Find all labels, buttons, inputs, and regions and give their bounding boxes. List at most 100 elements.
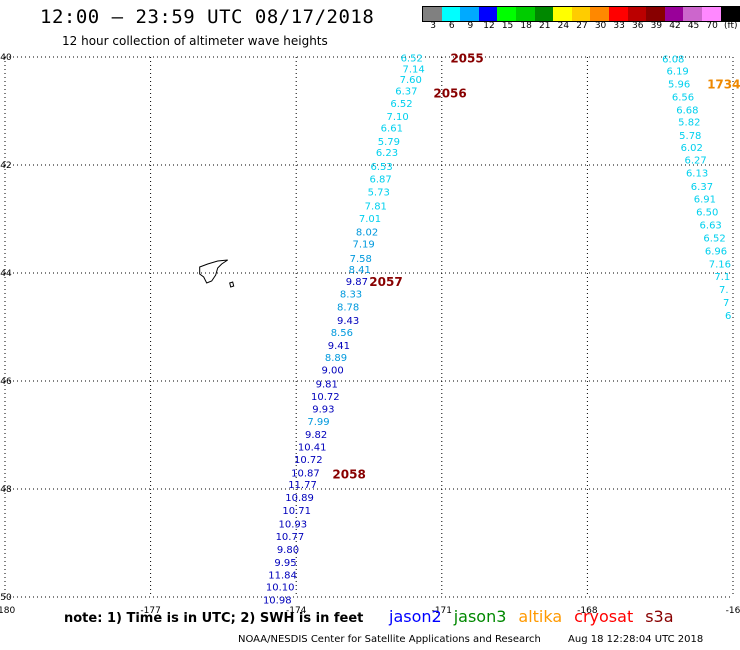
wave-height-value: 9.93	[312, 405, 334, 416]
colorbar-swatch	[534, 7, 554, 21]
colorbar-swatch	[664, 7, 684, 21]
colorbar-swatch	[515, 7, 535, 21]
latitude-tick-label: -40	[0, 53, 12, 63]
wave-height-value: 7.14	[403, 64, 425, 75]
wave-height-value: 10.72	[311, 392, 340, 403]
wave-height-value: 10.98	[263, 596, 292, 607]
wave-height-value: 7.60	[400, 75, 422, 86]
wave-height-value: 9.00	[321, 366, 343, 377]
wave-height-value: 7.01	[359, 214, 381, 225]
wave-height-value: 11.77	[288, 480, 317, 491]
colorbar-swatch	[478, 7, 498, 21]
colorbar-label: 27	[576, 21, 588, 31]
wave-height-value: 6.87	[370, 175, 392, 186]
longitude-tick-label: -174	[286, 606, 307, 616]
pass-time-label: 2057	[369, 275, 402, 289]
wave-height-value: 5.96	[668, 79, 690, 90]
colorbar-swatch	[590, 7, 609, 21]
colorbar-swatch	[571, 7, 591, 21]
wave-height-value: 6.37	[691, 182, 713, 193]
wave-height-value: 7.58	[350, 254, 372, 265]
wave-height-value: 6.08	[662, 55, 684, 66]
wave-height-value: 7.16	[709, 259, 731, 270]
colorbar-label: 36	[632, 21, 644, 31]
wave-height-value: 7.	[719, 285, 729, 296]
island-outline	[199, 259, 228, 284]
legend-s3a: s3a	[645, 607, 674, 626]
colorbar-swatch	[701, 7, 721, 21]
colorbar-label: 24	[557, 21, 570, 31]
longitude-tick-label: -180	[0, 606, 15, 616]
wave-height-value: 7.81	[365, 202, 387, 213]
colorbar-swatch	[720, 7, 740, 21]
colorbar-swatch	[627, 7, 647, 21]
colorbar-label: (ft)	[723, 21, 738, 31]
latitude-tick-label: -50	[0, 593, 12, 603]
wave-height-value: 6.56	[672, 92, 694, 103]
legend-altika: altika	[518, 607, 563, 626]
wave-height-value: 8.89	[325, 353, 347, 364]
legend-cryosat: cryosat	[574, 607, 634, 626]
wave-height-value: 10.93	[278, 520, 307, 531]
colorbar-swatch	[441, 7, 461, 21]
wave-height-value: 9.81	[316, 380, 338, 391]
colorbar-label: 21	[539, 21, 551, 31]
colorbar-swatch	[497, 7, 516, 21]
wave-height-value: 6.19	[667, 67, 689, 78]
colorbar-label: 9	[467, 21, 474, 31]
wave-height-value: 6.50	[696, 207, 718, 218]
wave-height-value: 7.10	[387, 112, 409, 123]
colorbar-label: 42	[669, 21, 681, 31]
wave-height-colorbar	[422, 6, 740, 22]
colorbar-swatch	[460, 7, 479, 21]
latitude-tick-label: -44	[0, 269, 12, 279]
wave-height-value: 5.73	[368, 187, 390, 198]
wave-height-value: 6.53	[370, 162, 392, 173]
colorbar-label: 6	[448, 21, 455, 31]
wave-height-value: 10.87	[291, 468, 320, 479]
wave-height-value: 10.71	[282, 506, 311, 517]
wave-height-value: 11.84	[268, 570, 297, 581]
wave-height-value: 6.13	[686, 169, 708, 180]
wave-height-value: 6.27	[684, 156, 706, 167]
wave-height-value: 7	[723, 298, 729, 309]
legend-jason2: jason2	[389, 607, 442, 626]
colorbar-swatch	[423, 7, 442, 21]
longitude-tick-label: -16	[726, 606, 740, 616]
wave-height-value: 7.19	[353, 239, 375, 250]
wave-height-value: 10.72	[294, 455, 323, 466]
credit-line: NOAA/NESDIS Center for Satellite Applica…	[238, 634, 703, 645]
wave-height-value: 6.61	[381, 124, 403, 135]
wave-height-value: 9.41	[328, 341, 350, 352]
wave-height-value: 8.41	[349, 265, 371, 276]
longitude-tick-label: -171	[432, 606, 452, 616]
wave-height-value: 6.02	[681, 143, 703, 154]
pass-time-label: 2058	[332, 467, 365, 481]
pass-time-label: 2056	[433, 87, 466, 101]
wave-height-value: 6.68	[676, 105, 698, 116]
latitude-tick-label: -48	[0, 485, 12, 495]
legend-jason3: jason3	[453, 607, 507, 626]
units-note: note: 1) Time is in UTC; 2) SWH is in fe…	[64, 611, 364, 626]
wave-height-value: 10.10	[266, 583, 295, 594]
wave-height-value: 7.1	[714, 272, 730, 283]
wave-height-value: 9.95	[274, 558, 296, 569]
wave-height-value: 5.79	[378, 137, 400, 148]
wave-height-value: 9.80	[277, 545, 299, 556]
colorbar-label: 70	[706, 21, 718, 31]
colorbar-label: 18	[520, 21, 532, 31]
colorbar-swatch	[553, 7, 572, 21]
credit-timestamp: Aug 18 12:28:04 UTC 2018	[568, 634, 704, 645]
wave-height-value: 8.78	[337, 302, 359, 313]
wave-height-value: 10.89	[285, 493, 314, 504]
islet-outline	[229, 281, 235, 288]
wave-height-value: 6.52	[703, 233, 725, 244]
wave-height-value: 10.41	[298, 442, 327, 453]
wave-height-value: 6.96	[705, 246, 727, 257]
satellite-legend: jason2 jason3 altika cryosat s3a	[389, 607, 686, 626]
colorbar-swatch	[608, 7, 628, 21]
wave-height-value: 8.56	[331, 328, 353, 339]
wave-height-value: 6.37	[395, 86, 417, 97]
wave-height-value: 6.52	[401, 54, 423, 65]
